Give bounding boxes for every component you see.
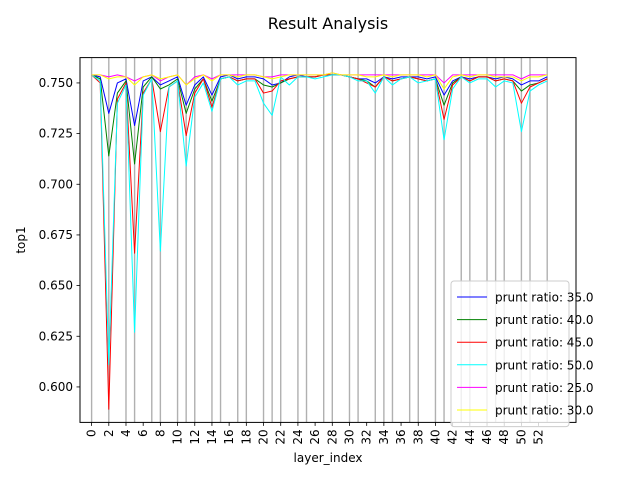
y-tick-label: 0.650 (39, 279, 73, 293)
x-tick-label: 50 (514, 429, 528, 444)
legend-label: prunt ratio: 25.0 (495, 381, 594, 395)
x-tick-label: 18 (239, 429, 253, 444)
plot-frame (79, 57, 577, 423)
x-tick-label: 34 (377, 429, 391, 444)
y-tick-label: 0.700 (39, 177, 73, 191)
x-tick-label: 6 (136, 429, 150, 437)
x-tick-label: 20 (257, 429, 271, 444)
x-tick-label: 48 (497, 429, 511, 444)
x-tick-label: 28 (325, 429, 339, 444)
x-tick-label: 16 (222, 429, 236, 444)
y-tick-label: 0.675 (39, 228, 73, 242)
y-tick-label: 0.625 (39, 329, 73, 343)
series-line (91, 72, 548, 90)
series-lines (91, 72, 548, 410)
x-tick-label: 36 (394, 429, 408, 444)
y-tick-label: 0.750 (39, 76, 73, 90)
x-tick-label: 46 (480, 429, 494, 444)
x-tick-label: 42 (446, 429, 460, 444)
x-tick-label: 38 (411, 429, 425, 444)
y-axis-label: top1 (14, 226, 28, 253)
x-tick-label: 40 (428, 429, 442, 444)
x-tick-label: 10 (171, 429, 185, 444)
x-tick-label: 24 (291, 429, 305, 444)
x-tick-label: 44 (463, 429, 477, 444)
legend-label: prunt ratio: 30.0 (495, 404, 594, 418)
series-line (91, 74, 548, 366)
x-tick-label: 12 (188, 429, 202, 444)
legend-label: prunt ratio: 45.0 (495, 336, 594, 350)
legend: prunt ratio: 35.0 prunt ratio: 40.0 prunt … (450, 280, 594, 428)
x-tick-label: 22 (274, 429, 288, 444)
x-tick-label: 52 (532, 429, 546, 444)
x-tick-label: 4 (119, 429, 133, 437)
legend-box (450, 280, 570, 428)
y-tick-label: 0.725 (39, 127, 73, 141)
y-axis-ticks: 0.600 0.625 0.650 0.675 0.700 0.725 0.750 (39, 76, 80, 394)
x-tick-label: 26 (308, 429, 322, 444)
x-tick-label: 14 (205, 429, 219, 444)
legend-label: prunt ratio: 50.0 (495, 358, 594, 372)
y-tick-label: 0.600 (39, 380, 73, 394)
x-tick-label: 30 (342, 429, 356, 444)
x-tick-label: 2 (102, 429, 116, 437)
legend-label: prunt ratio: 40.0 (495, 313, 594, 327)
x-tick-label: 8 (153, 429, 167, 437)
legend-label: prunt ratio: 35.0 (495, 291, 594, 305)
chart-title: Result Analysis (268, 14, 388, 33)
x-axis-label: layer_index (294, 451, 363, 465)
series-line (91, 74, 548, 410)
x-tick-label: 0 (85, 429, 99, 437)
x-axis-ticks: 0 2 4 6 8 10 12 14 16 18 20 22 24 26 28 30 32 34 36 38 40 42 4… (85, 422, 546, 445)
x-tick-label: 32 (360, 429, 374, 444)
